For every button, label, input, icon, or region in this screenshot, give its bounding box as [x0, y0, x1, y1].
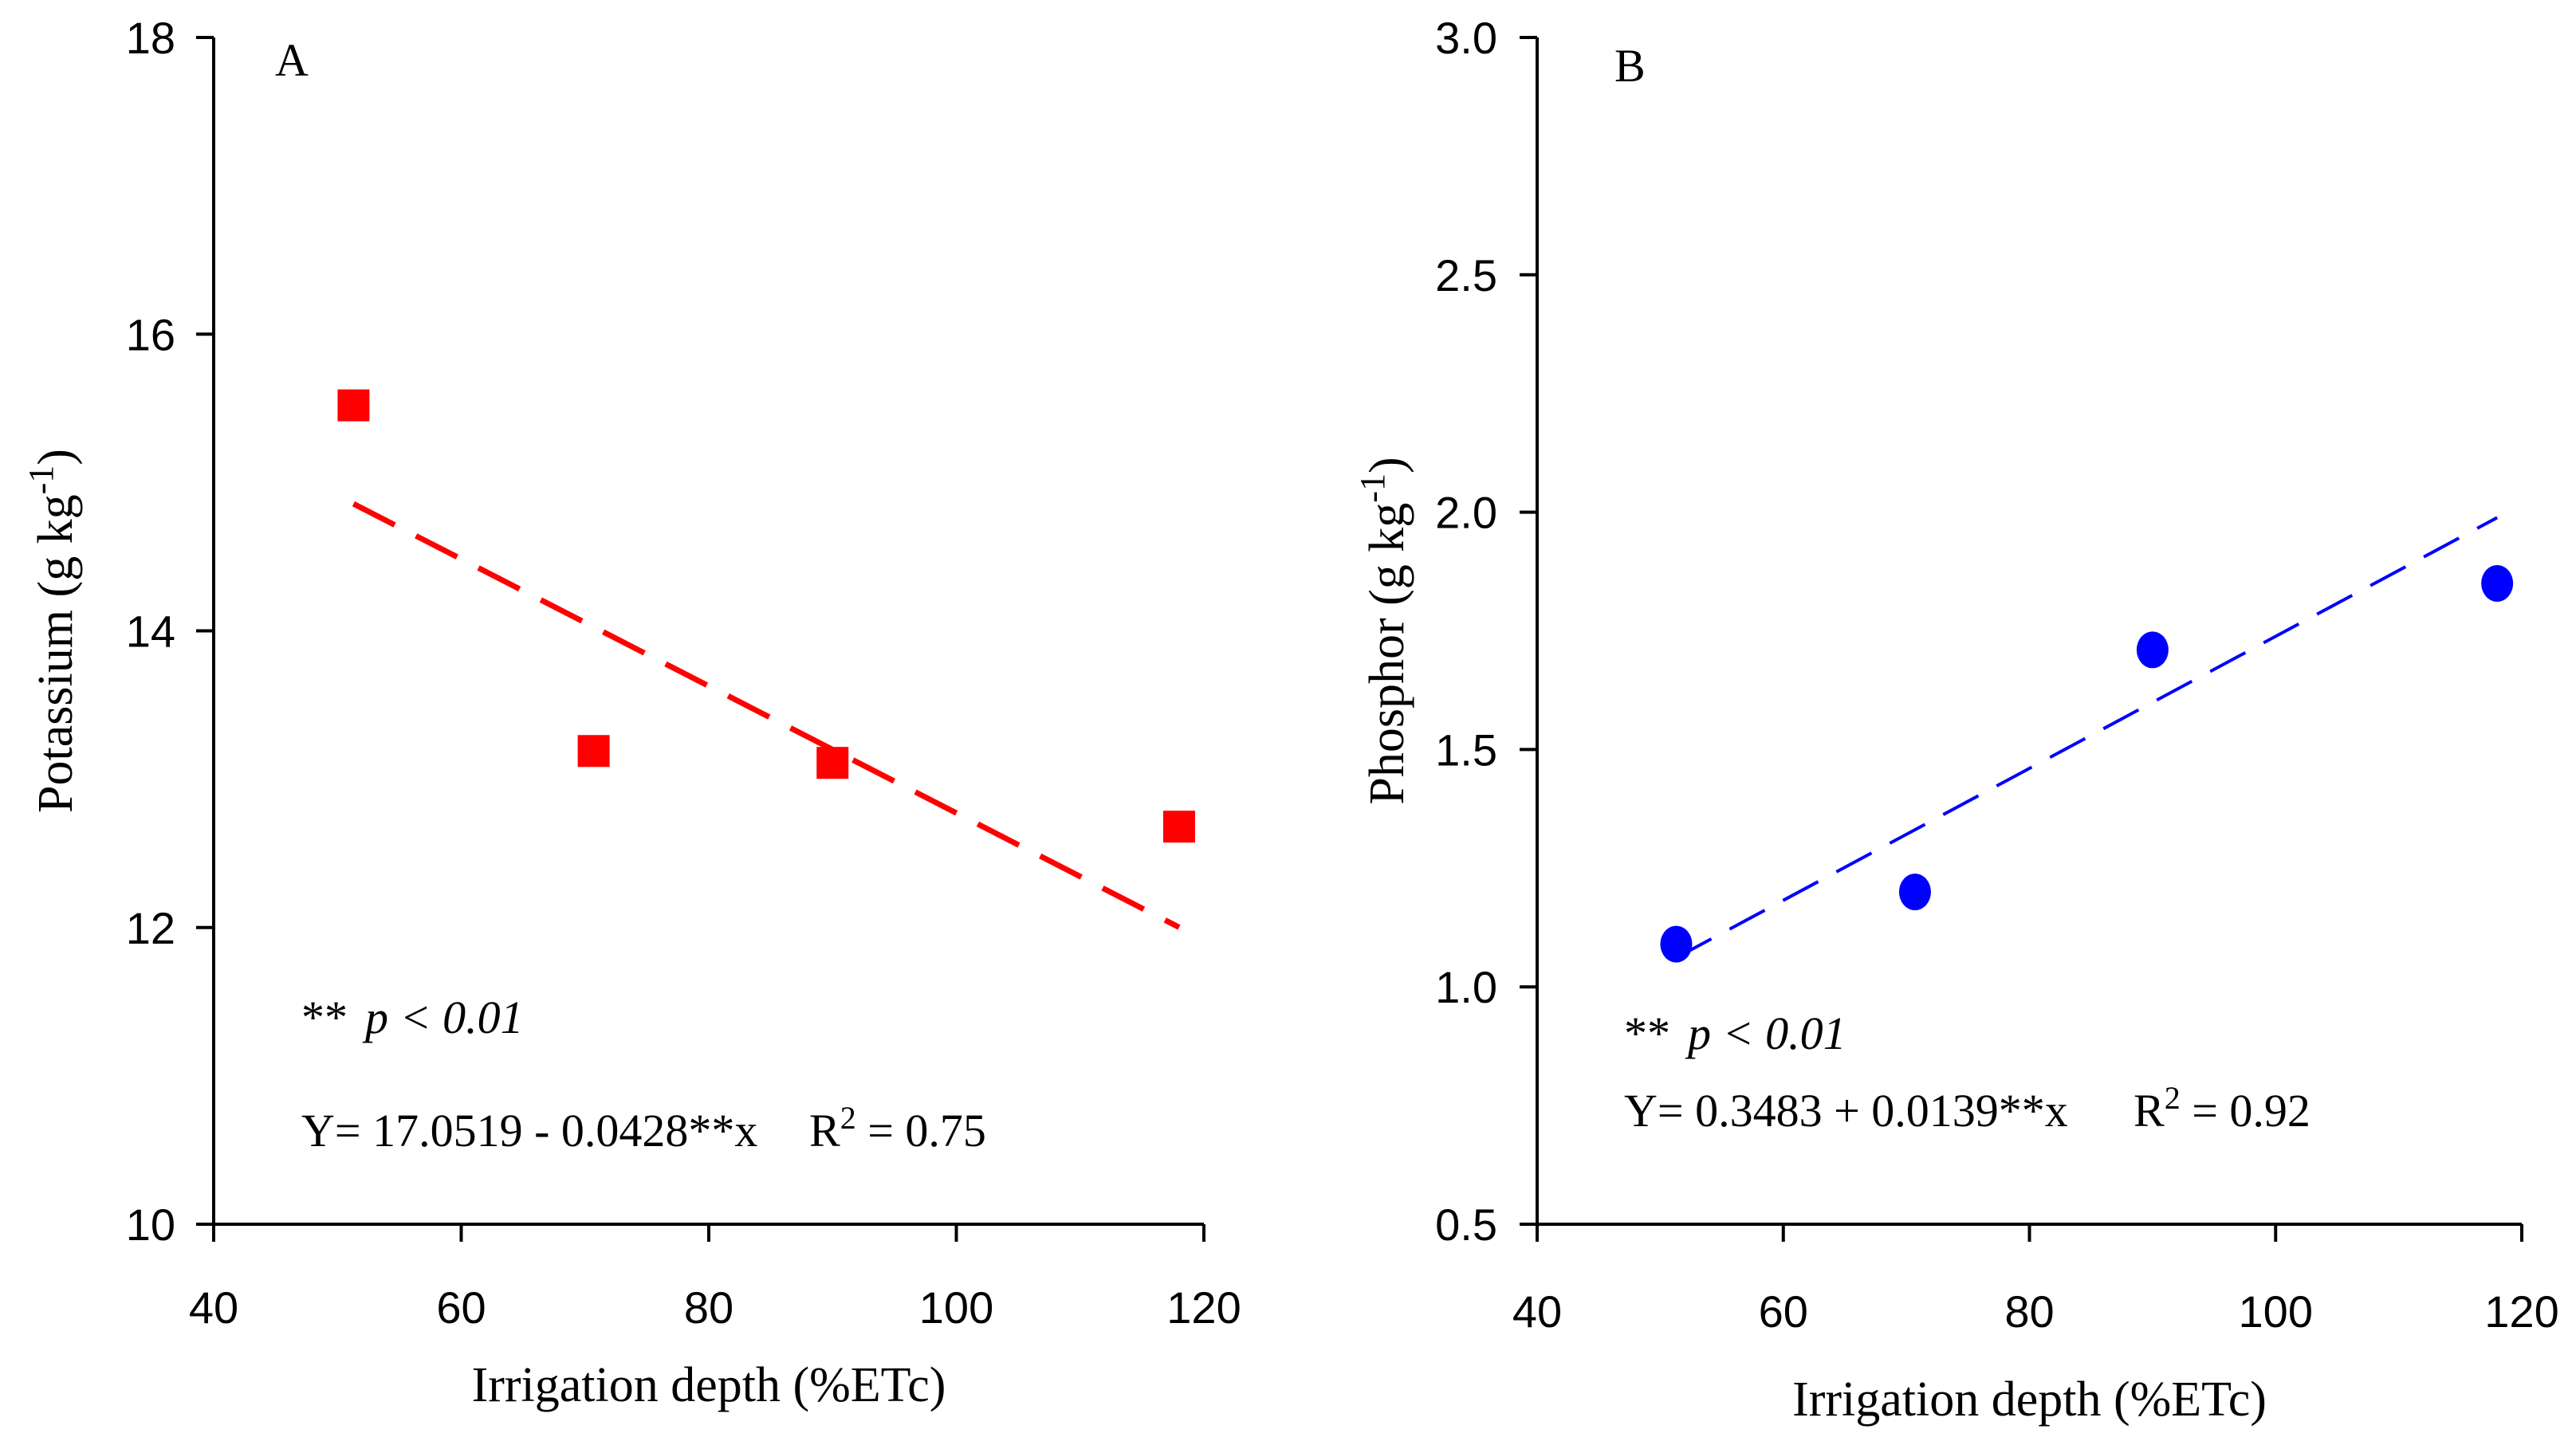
x-tick-label: 120	[2484, 1286, 2558, 1337]
x-tick-label: 40	[1512, 1286, 1562, 1337]
panel-letter: A	[275, 34, 309, 86]
y-axis-title-superscript: -1	[1353, 473, 1392, 503]
y-axis-title-text: Phosphor (g kg	[1360, 503, 1414, 805]
panel-b: 0.5 1.0 1.5 2.0 2.5 3.0 40 60 80 100 120 Irrigation…	[1353, 13, 2559, 1427]
r-squared-superscript: 2	[840, 1100, 856, 1136]
data-point	[337, 389, 370, 422]
y-tick-label: 0.5	[1435, 1200, 1497, 1250]
significance-p-value: p < 0.01	[362, 991, 524, 1043]
x-tick-label: 100	[2239, 1286, 2313, 1337]
y-tick-label: 16	[126, 309, 175, 359]
significance-p-value: p < 0.01	[1685, 1007, 1846, 1059]
y-tick-label: 1.5	[1435, 724, 1497, 775]
significance-note: ** p < 0.01	[301, 991, 524, 1043]
x-tick-label: 100	[919, 1282, 993, 1333]
y-tick-label: 2.5	[1435, 250, 1497, 300]
significance-stars: **	[301, 991, 348, 1043]
y-axis-title: Potassium (g kg-1)	[22, 449, 84, 813]
data-point	[2481, 564, 2514, 602]
y-tick-label: 2.0	[1435, 488, 1497, 538]
significance-note: ** p < 0.01	[1624, 1007, 1846, 1059]
regression-equation: Y= 17.0519 - 0.0428**x	[301, 1105, 757, 1156]
data-point	[1898, 874, 1931, 911]
y-axis-title: Phosphor (g kg-1)	[1353, 457, 1415, 804]
x-axis-title: Irrigation depth (%ETc)	[1792, 1372, 2267, 1427]
y-tick-label: 10	[126, 1200, 175, 1250]
panel-letter: B	[1614, 40, 1646, 92]
y-tick-label: 3.0	[1435, 13, 1497, 63]
y-tick-label: 18	[126, 13, 175, 63]
y-axis-title-superscript: -1	[22, 465, 61, 495]
trendline	[1675, 516, 2499, 960]
r-squared-superscript: 2	[2165, 1080, 2181, 1116]
x-axis-title: Irrigation depth (%ETc)	[472, 1358, 946, 1412]
data-point	[816, 747, 849, 779]
panel-a: 10 12 14 16 18 40 60 80 100 120 Irrigation depth (…	[22, 13, 1241, 1412]
trendline	[352, 501, 1181, 930]
r-squared-value: = 0.92	[2181, 1085, 2311, 1137]
data-point	[1162, 811, 1195, 843]
data-point	[2136, 631, 2169, 669]
r-squared-label: R	[809, 1105, 840, 1156]
r-squared-label: R	[2134, 1085, 2165, 1137]
r-squared: R2 = 0.75	[809, 1100, 986, 1157]
significance-stars: **	[1624, 1007, 1670, 1059]
regression-equation: Y= 0.3483 + 0.0139**x	[1624, 1085, 2068, 1137]
x-tick-label: 40	[189, 1282, 238, 1333]
y-tick-label: 14	[126, 607, 175, 657]
x-tick-label: 80	[2004, 1286, 2054, 1337]
x-tick-label: 60	[436, 1282, 486, 1333]
data-point	[577, 735, 610, 768]
y-tick-label: 1.0	[1435, 962, 1497, 1012]
x-tick-label: 80	[684, 1282, 733, 1333]
y-tick-label: 12	[126, 903, 175, 953]
r-squared: R2 = 0.92	[2134, 1080, 2311, 1137]
r-squared-value: = 0.75	[856, 1105, 986, 1156]
x-tick-label: 60	[1759, 1286, 1808, 1337]
y-axis-title-close: )	[1360, 457, 1414, 473]
data-point	[1660, 925, 1693, 963]
y-axis-title-close: )	[29, 449, 83, 465]
x-tick-label: 120	[1166, 1282, 1241, 1333]
y-axis-title-text: Potassium (g kg	[29, 494, 83, 813]
